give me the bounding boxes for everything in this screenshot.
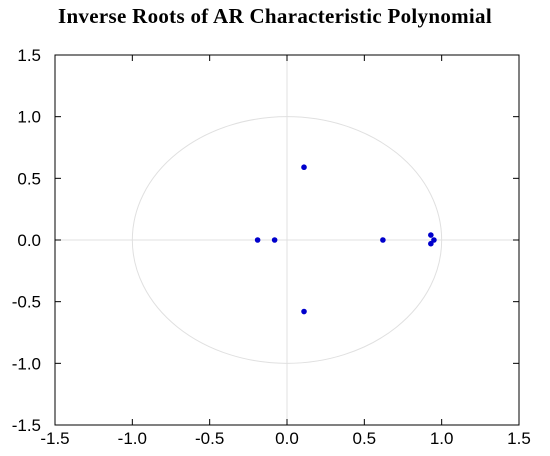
x-tick-label: 1.0 <box>430 429 454 448</box>
root-point <box>428 240 434 247</box>
x-tick-label: 0.0 <box>275 429 299 448</box>
x-tick-label: 0.5 <box>353 429 377 448</box>
x-tick-label: -1.0 <box>118 429 147 448</box>
y-tick-label: -0.5 <box>12 293 41 312</box>
x-tick-label: 1.5 <box>507 429 531 448</box>
root-point <box>254 237 261 243</box>
root-point <box>380 237 386 243</box>
data-points <box>254 164 437 315</box>
x-tick-label: -0.5 <box>195 429 224 448</box>
y-tick-label: 0.5 <box>17 169 41 188</box>
y-tick-label: 1.5 <box>17 46 41 65</box>
root-point <box>301 308 307 315</box>
y-tick-label: -1.5 <box>12 416 41 435</box>
y-tick-label: 1.0 <box>17 108 41 127</box>
root-point <box>428 232 434 238</box>
root-point <box>271 237 278 243</box>
unit-circle <box>131 116 443 364</box>
x-tick-label: -1.5 <box>40 429 69 448</box>
root-point <box>431 237 437 243</box>
y-tick-label: 0.0 <box>17 231 41 250</box>
y-tick-label: -1.0 <box>12 354 41 373</box>
root-point <box>301 164 307 171</box>
chart-title: Inverse Roots of AR Characteristic Polyn… <box>57 4 492 28</box>
reference-layer <box>55 55 519 425</box>
axis-ticks: -1.5 -1.0 -0.5 0.0 0.5 1.0 1.5 1.5 1.0 0.5 0.0 -0.5… <box>12 46 531 448</box>
